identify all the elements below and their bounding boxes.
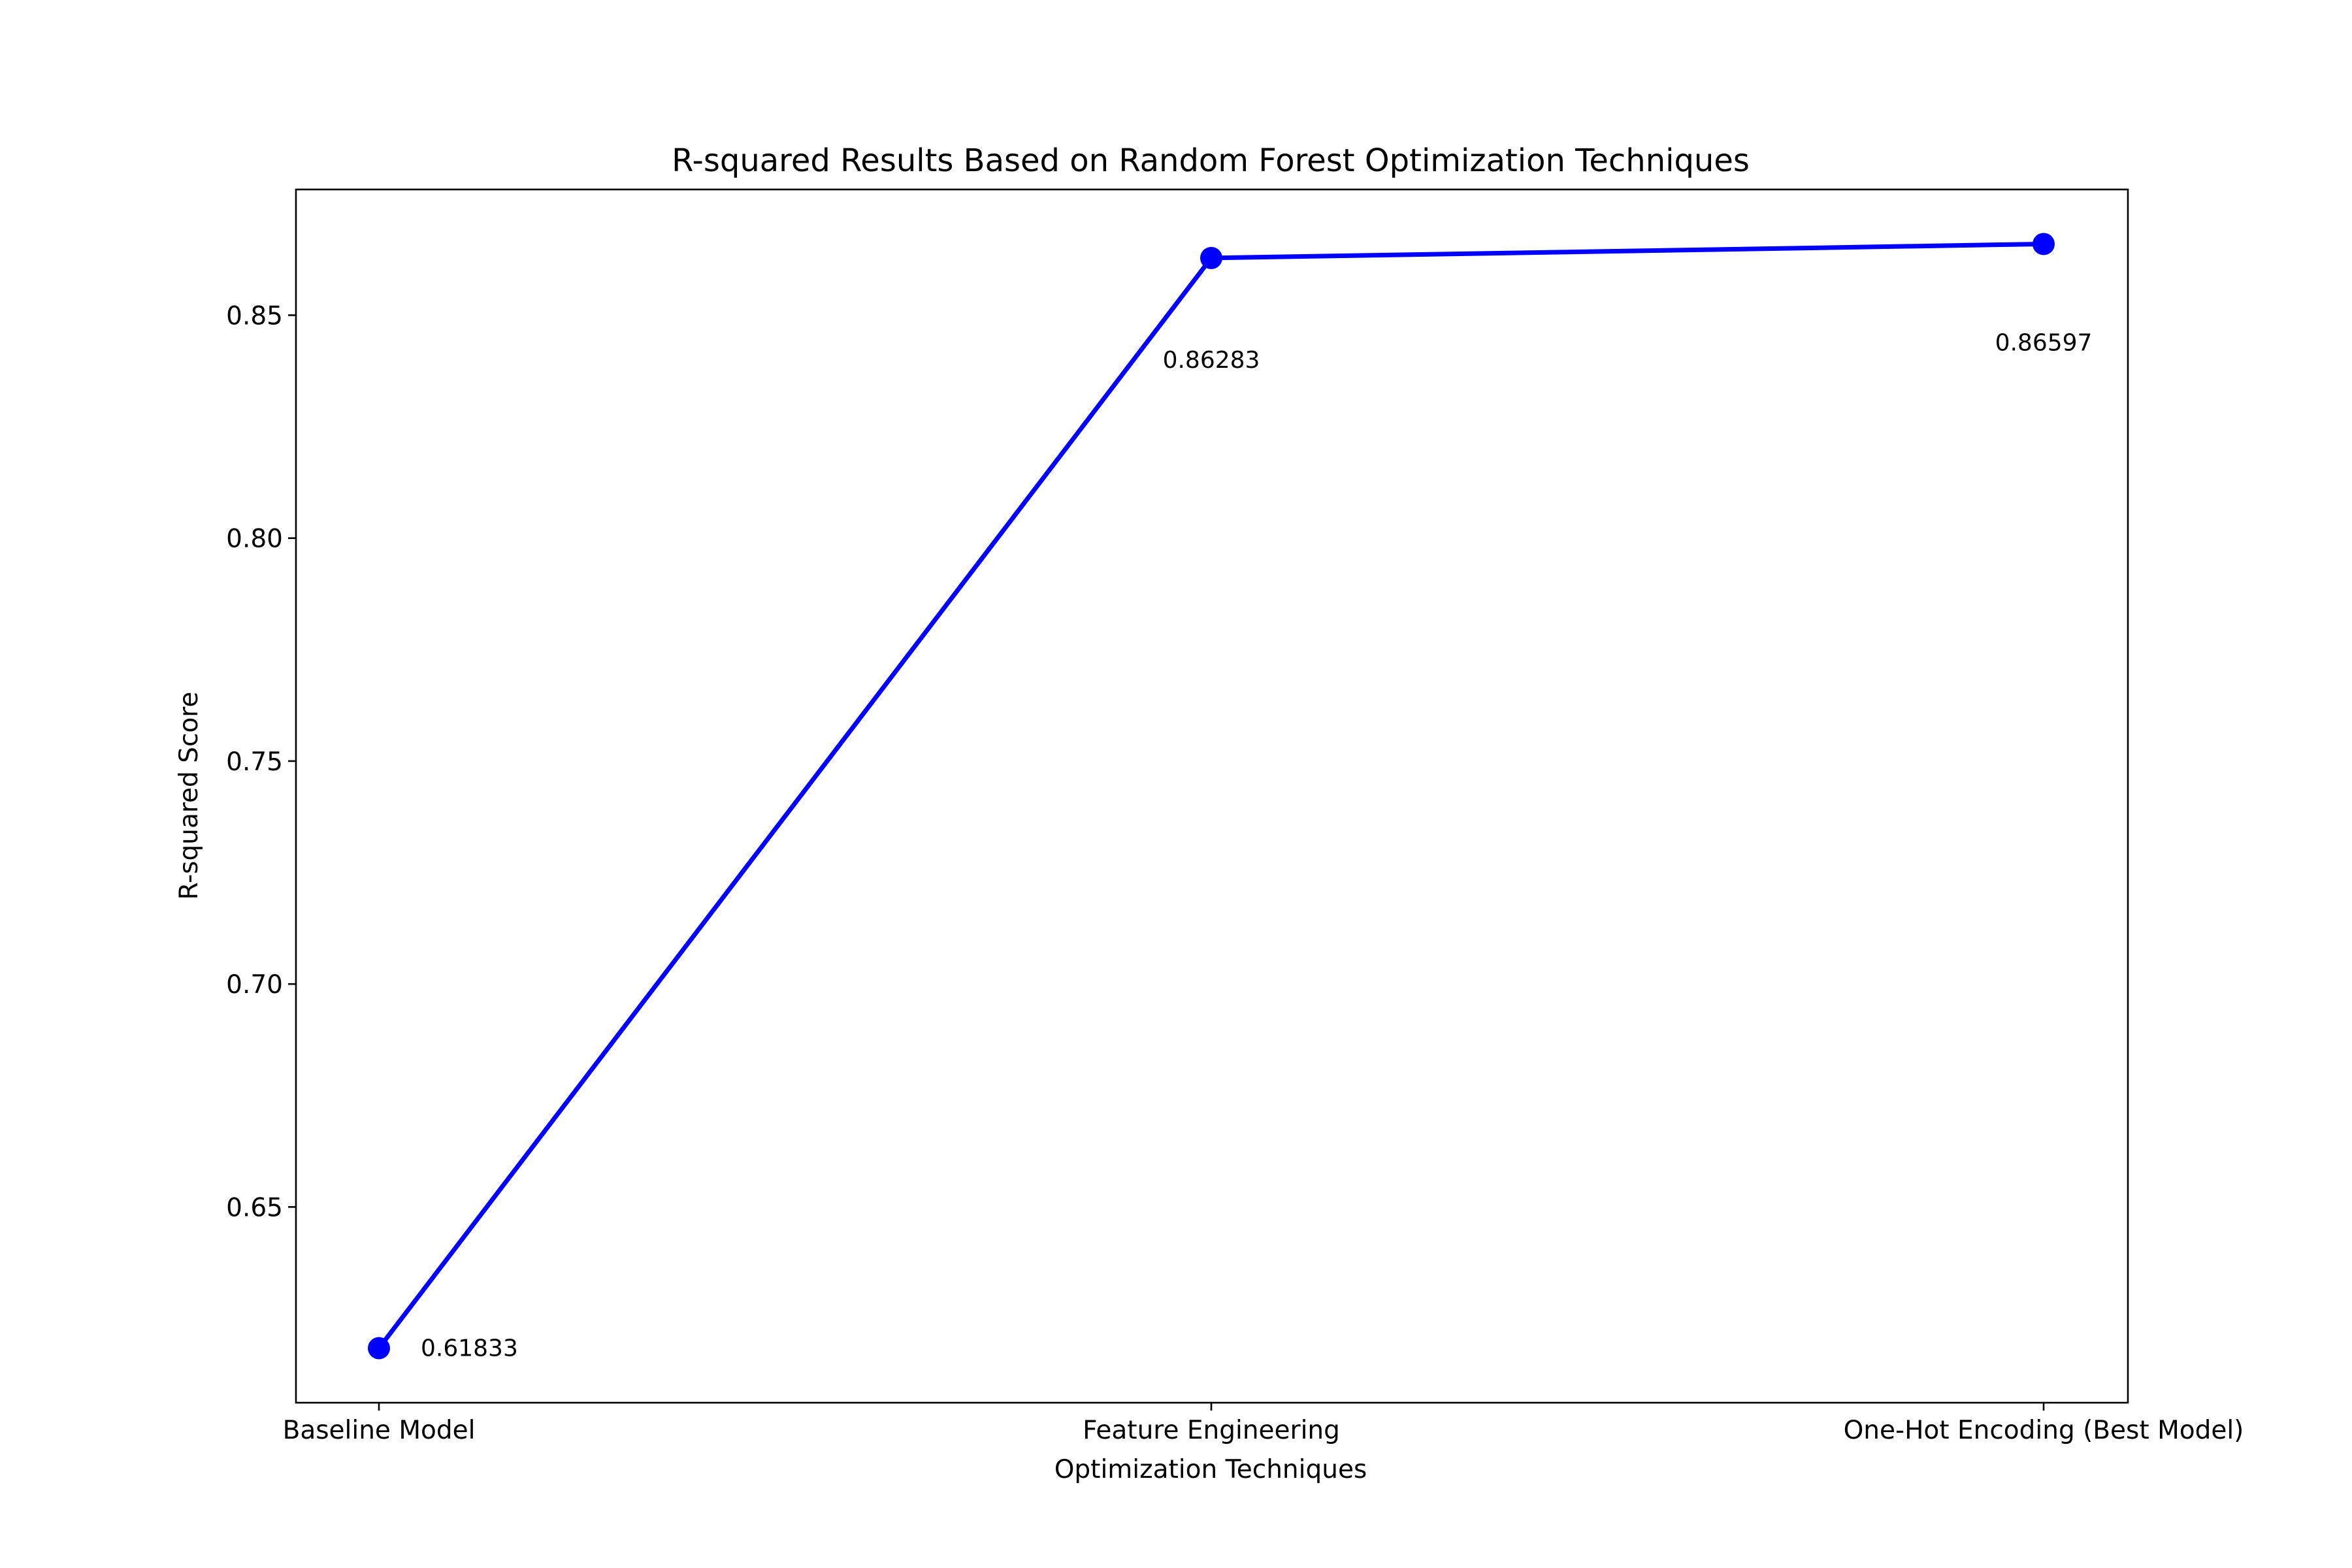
data-value-label: 0.61833 — [421, 1335, 518, 1362]
series-line-group: 0.61833 0.86283 0.86597 — [368, 233, 2092, 1362]
y-tick-label: 0.65 — [226, 1193, 283, 1222]
y-tick-label: 0.75 — [226, 747, 283, 777]
y-tick-label: 0.85 — [226, 301, 283, 331]
x-axis-label: Optimization Techniques — [1054, 1455, 1367, 1484]
chart-title: R-squared Results Based on Random Forest… — [672, 142, 1750, 179]
y-tick-label: 0.80 — [226, 525, 283, 554]
x-axis: Baseline Model Feature Engineering One-Hot… — [283, 1403, 2244, 1445]
data-point-marker — [1200, 246, 1222, 269]
x-tick-label: One-Hot Encoding (Best Model) — [1844, 1416, 2244, 1445]
data-value-label: 0.86283 — [1163, 347, 1260, 374]
x-tick-label: Feature Engineering — [1083, 1416, 1340, 1445]
y-axis: 0.65 0.70 0.75 0.80 0.85 — [226, 301, 296, 1222]
x-tick-label: Baseline Model — [283, 1416, 476, 1445]
data-point-marker — [2033, 233, 2055, 255]
y-tick-label: 0.70 — [226, 970, 283, 1000]
data-point-marker — [368, 1337, 390, 1360]
data-value-label: 0.86597 — [1995, 329, 2093, 356]
y-axis-label: R-squared Score — [174, 692, 204, 900]
